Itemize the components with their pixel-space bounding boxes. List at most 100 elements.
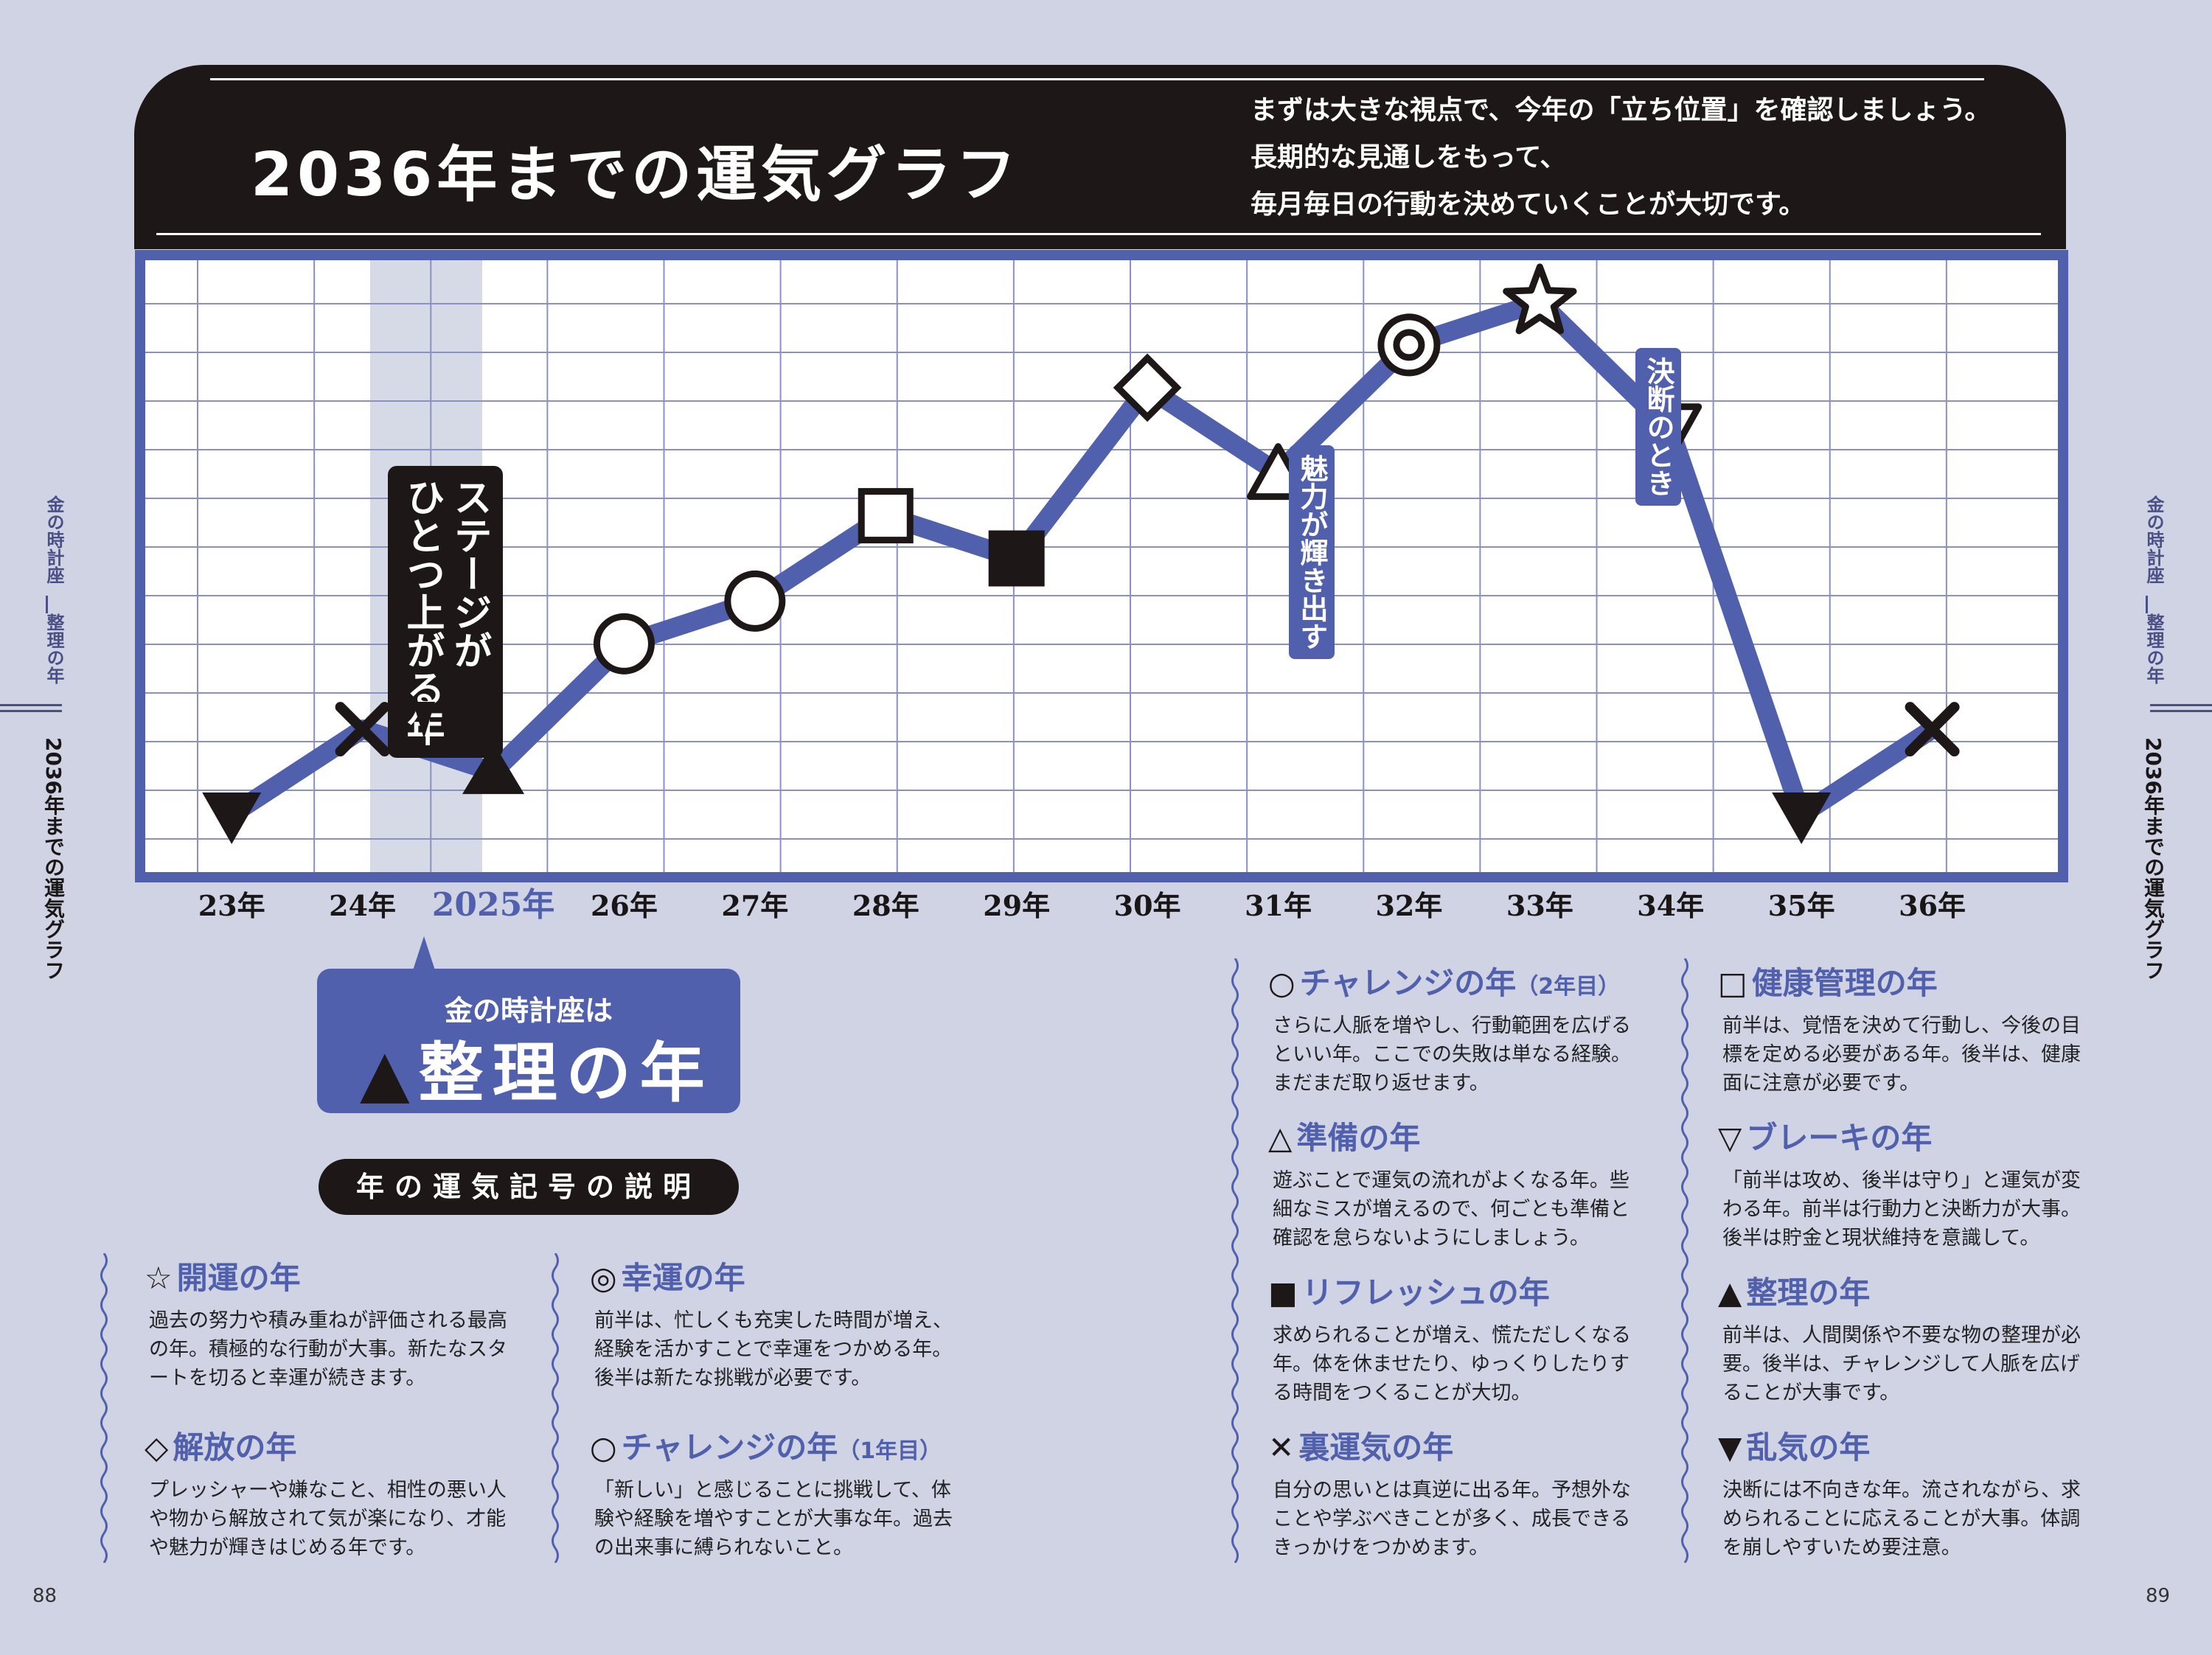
legend-item-title: △ 準備の年 [1268, 1113, 1420, 1158]
marker-star [1503, 263, 1577, 335]
callout-stage-pointer [413, 702, 435, 739]
badge-title-text: 整理の年 [418, 1035, 714, 1111]
plot-border [135, 250, 2068, 882]
square-outline-icon: □ [1718, 965, 1747, 1001]
legend-item-sub: （1年目） [838, 1438, 942, 1464]
diamond-icon: ◇ [145, 1429, 169, 1466]
legend-item-name: ブレーキの年 [1746, 1120, 1933, 1156]
cross-icon: ✕ [1268, 1429, 1295, 1466]
marker-square-outline [858, 488, 914, 544]
marker-triangle-down [1772, 792, 1832, 844]
side-label-left-mid: 整理の年 [44, 613, 64, 684]
legend-item-name: チャレンジの年 [1299, 965, 1517, 1001]
marker-cross [335, 702, 390, 757]
legend-item-desc: 求められることが増え、慌ただしくなる年。体を休ませたり、ゆっくりしたりする時間を… [1273, 1324, 1631, 1404]
legend-item-title: ✕ 裏運気の年 [1268, 1423, 1453, 1468]
side-rule [2150, 704, 2212, 706]
page-number-left: 88 [32, 1585, 58, 1607]
legend-item-desc: さらに人脈を増やし、行動範囲を広げるといい年。ここでの失敗は単なる経験。まだまだ… [1273, 1014, 1631, 1095]
side-rule [2150, 710, 2212, 712]
legend-item-name: 幸運の年 [621, 1260, 745, 1296]
callout-decision: 決断のとき [1635, 348, 1681, 506]
callout-stage: ステージが ひとつ上がる年 [388, 466, 503, 758]
triangle-down-icon: ▼ [1718, 1429, 1742, 1466]
x-tick-label: 35年 [1768, 889, 1835, 922]
x-tick-label: 36年 [1899, 889, 1966, 922]
x-tick-label: 28年 [852, 889, 919, 922]
side-label-left-top: 金の時計座 [44, 495, 64, 584]
intro-line: まずは大きな視点で、今年の「立ち位置」を確認しましょう。 [1251, 95, 1992, 125]
intro-line: 毎月毎日の行動を決めていくことが大切です。 [1251, 189, 1806, 220]
x-tick-label: 31年 [1245, 889, 1312, 922]
marker-double-circle [1377, 313, 1441, 377]
marker-diamond [1113, 353, 1182, 422]
legend-item-desc: 過去の努力や積み重ねが評価される最高の年。積極的な行動が大事。新たなスタートを切… [149, 1309, 507, 1390]
side-label-right-mid: 整理の年 [2143, 613, 2164, 684]
page-number-right: 89 [2146, 1585, 2171, 1607]
intro-line: 長期的な見通しをもって、 [1251, 142, 1567, 173]
marker-square-filled [988, 530, 1045, 587]
legend-item-name: リフレッシュの年 [1301, 1275, 1550, 1311]
legend-item-name: 裏運気の年 [1298, 1429, 1454, 1466]
legend-item-name: 開運の年 [176, 1260, 301, 1296]
side-rule [0, 704, 62, 706]
marker-circle [593, 613, 655, 675]
side-divider [46, 596, 48, 613]
legend-item-title: ▼ 乱気の年 [1718, 1423, 1870, 1468]
triangle-up-icon: ▲ [1718, 1275, 1742, 1311]
side-divider [2146, 596, 2148, 613]
legend-item-title: ◇ 解放の年 [145, 1423, 296, 1468]
header-panel [134, 65, 2066, 249]
legend-item-name: チャレンジの年 [621, 1429, 838, 1466]
callout-stage-line: ひとつ上がる年 [400, 478, 444, 746]
square-filled-icon: ■ [1268, 1275, 1298, 1311]
badge-caption: 金の時計座は [444, 994, 613, 1027]
legend-item-title: □ 健康管理の年 [1718, 958, 1938, 1003]
x-axis-ticks: 23年 24年 2025年 26年 27年 28年 29年 30年 31年 32年 33年 34年 35… [198, 886, 1966, 924]
badge-title: ▲整理の年 [360, 1021, 714, 1115]
page-title: 2036年までの運気グラフ [251, 140, 1021, 210]
x-tick-label: 33年 [1506, 889, 1573, 922]
legend-item-desc: 前半は、覚悟を決めて行動し、今後の目標を定める必要がある年。後半は、健康面に注意… [1722, 1014, 2081, 1095]
header-rule-bottom [156, 233, 2041, 235]
badge-pointer [413, 936, 435, 970]
star-icon: ☆ [145, 1260, 173, 1296]
callout-charm: 魅力が輝き出す [1289, 445, 1335, 659]
double-circle-icon: ◎ [590, 1260, 617, 1296]
legend-item-name: 乱気の年 [1746, 1429, 1871, 1466]
x-tick-label: 34年 [1637, 889, 1704, 922]
legend-item-desc: 遊ぶことで運気の流れがよくなる年。些細なミスが増えるので、何ごとも準備と確認を怠… [1273, 1169, 1630, 1250]
wavy-divider [552, 1253, 559, 1563]
x-tick-label: 26年 [591, 889, 658, 922]
legend-item-desc: 決断には不向きな年。流されながら、求められることに応えることが大事。体調を崩しや… [1722, 1479, 2081, 1559]
x-tick-label: 2025年 [432, 886, 554, 924]
circle-icon: ○ [1268, 965, 1295, 1001]
side-rule [0, 710, 62, 712]
legend-item-name: 準備の年 [1296, 1120, 1421, 1156]
legend-item-name: 整理の年 [1746, 1275, 1871, 1311]
circle-icon: ○ [590, 1429, 617, 1466]
x-tick-label: 30年 [1114, 889, 1181, 922]
callout-stage-line: ステージが [447, 478, 491, 669]
legend-item-title: ▽ ブレーキの年 [1718, 1113, 1932, 1158]
marker-triangle-up [462, 742, 525, 795]
legend-item-name: 健康管理の年 [1751, 965, 1938, 1001]
legend-item-desc: プレッシャーや嫌なこと、相性の悪い人や物から解放されて気が楽になり、才能や魅力が… [149, 1479, 507, 1559]
legend-heading: 年の運気記号の説明 [319, 1159, 739, 1215]
wavy-divider [1681, 958, 1688, 1563]
wavy-divider [100, 1253, 108, 1563]
side-label-right-bottom: 2036年までの運気グラフ [2141, 737, 2166, 980]
triangle-down-outline-icon: ▽ [1718, 1120, 1742, 1156]
legend-item-title: ○ チャレンジの年（1年目） [590, 1423, 942, 1468]
legend-item-title: ▲ 整理の年 [1718, 1268, 1870, 1313]
x-tick-label: 24年 [329, 889, 396, 922]
side-label-left-bottom: 2036年までの運気グラフ [41, 737, 66, 980]
legend-item-desc: 「前半は攻め、後半は守り」と運気が変わる年。前半は行動力と決断力が大事。後半は貯… [1722, 1169, 2081, 1250]
marker-cross [1905, 702, 1960, 757]
legend-item-title: ○ チャレンジの年（2年目） [1268, 958, 1620, 1003]
legend-item-title: ◎ 幸運の年 [590, 1253, 745, 1298]
legend-item-sub: （2年目） [1516, 974, 1621, 1000]
x-tick-label: 29年 [983, 889, 1050, 922]
header-rule-top [210, 78, 1984, 80]
wavy-divider [1231, 958, 1239, 1563]
